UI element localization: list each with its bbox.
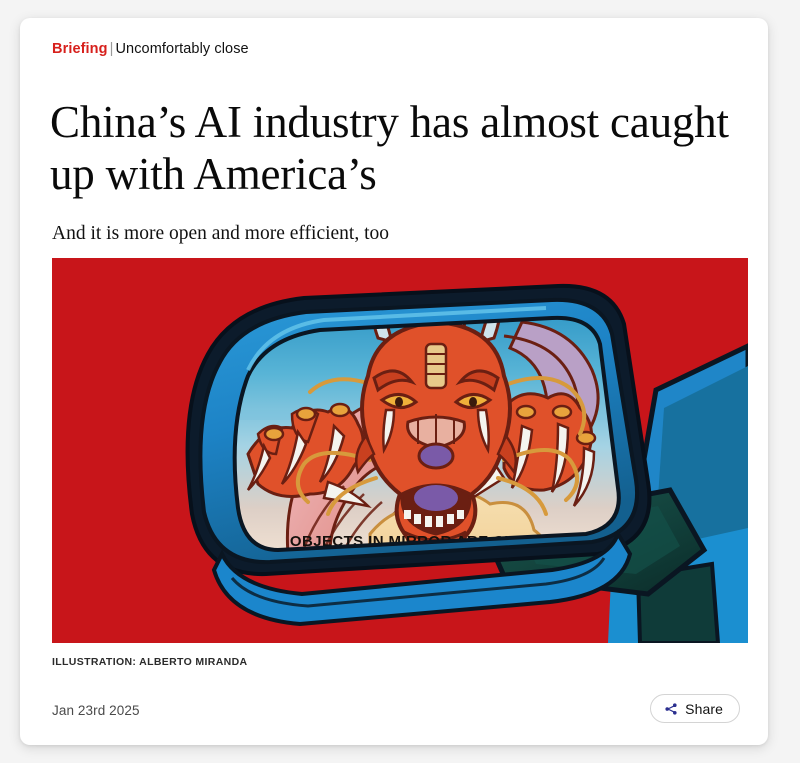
dragon-teeth: [404, 510, 464, 527]
page-title: China’s AI industry has almost caught up…: [50, 97, 729, 200]
publish-date: Jan 23rd 2025: [52, 703, 140, 718]
dragon-talon: [280, 428, 308, 485]
dragon-forehead-ridge: [424, 342, 448, 390]
mirror-lower-lip: [211, 529, 633, 627]
article-card: Briefing | Uncomfortably close China’s AI …: [20, 18, 768, 745]
dragon-whiskers: [296, 376, 587, 516]
kicker: Briefing | Uncomfortably close: [52, 40, 249, 58]
dragon-talon: [246, 442, 272, 491]
mirror-bezel-highlight: [246, 306, 547, 371]
article-footer: Jan 23rd 2025 Share: [20, 694, 768, 744]
standfirst: And it is more open and more efficient, …: [52, 222, 390, 244]
dragon-tongue: [414, 485, 458, 511]
mirror-glass-edge: [232, 315, 621, 553]
share-label: Share: [685, 700, 723, 717]
dragon-cheek-left: [355, 433, 376, 475]
dragon-talon: [572, 446, 596, 507]
dragon-tusk-right: [476, 408, 490, 454]
dragon-brow-left: [372, 369, 417, 393]
kicker-flytitle: Uncomfortably close: [115, 41, 249, 57]
dragon-talon: [550, 422, 570, 493]
dragon-tusk-left: [382, 408, 396, 454]
share-button[interactable]: Share: [650, 694, 740, 723]
image-credit: ILLUSTRATION: ALBERTO MIRANDA: [52, 656, 248, 668]
article-illustration: OBJECTS IN MIRROR ARE CLOSER THAN THEY A…: [52, 258, 748, 643]
dragon-right-claw: [463, 392, 597, 507]
dragon-nose: [417, 442, 455, 470]
illustration-artwork: OBJECTS IN MIRROR ARE CLOSER THAN THEY A…: [52, 258, 748, 643]
share-nodes-icon: [665, 702, 677, 715]
dragon-talon: [510, 424, 534, 489]
mirror-lip-crease: [230, 557, 606, 608]
kicker-separator: |: [109, 41, 114, 57]
dragon-cheek-right: [496, 433, 517, 475]
kicker-section[interactable]: Briefing: [52, 41, 108, 57]
dragon-brow-right: [455, 369, 500, 393]
